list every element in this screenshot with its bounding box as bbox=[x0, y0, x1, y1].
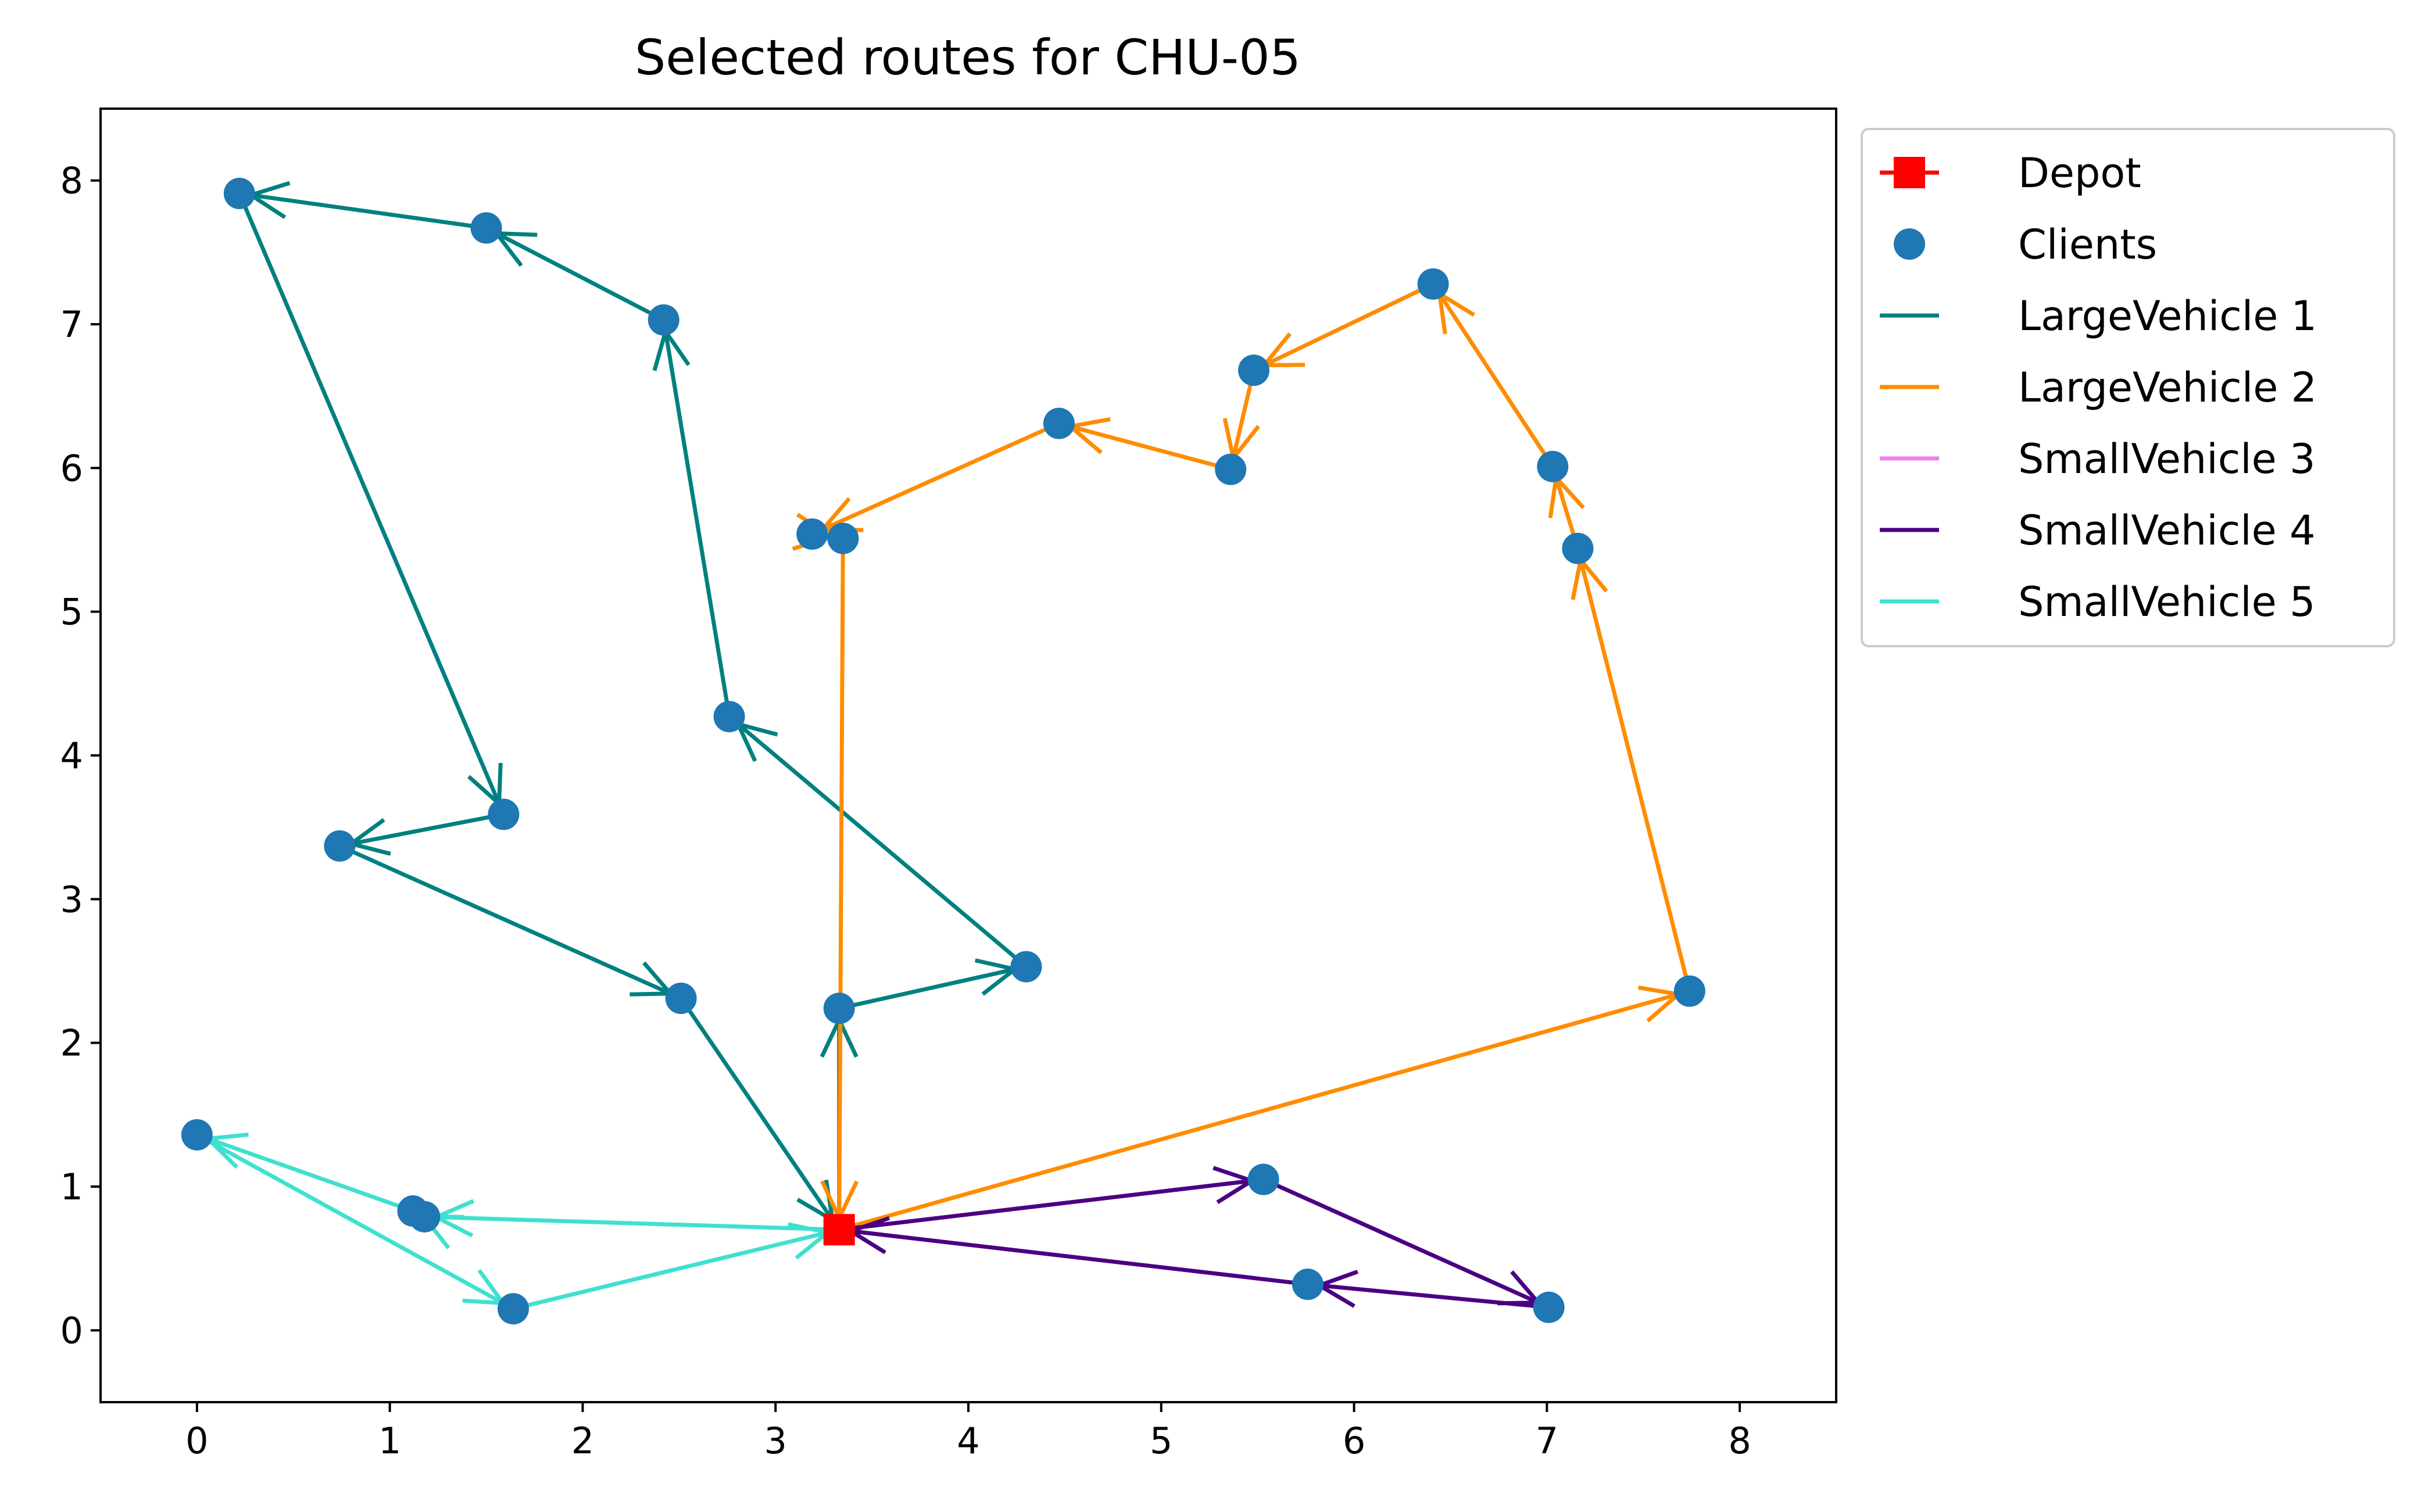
y-tick-label: 7 bbox=[60, 303, 83, 346]
route-segment bbox=[1262, 1177, 1539, 1305]
route-segment bbox=[1437, 292, 1555, 468]
route-segment bbox=[838, 967, 1015, 1011]
route-segment bbox=[237, 192, 501, 805]
route-segment bbox=[1578, 559, 1692, 992]
x-tick-label: 6 bbox=[1343, 1420, 1365, 1462]
x-tick-label: 5 bbox=[1150, 1420, 1172, 1462]
legend-label: LargeVehicle 2 bbox=[2018, 364, 2317, 411]
route-segment bbox=[196, 1133, 505, 1305]
route-segment bbox=[839, 1178, 1253, 1232]
client-point bbox=[827, 522, 859, 554]
x-tick-label: 2 bbox=[571, 1420, 594, 1462]
legend-label: SmallVehicle 3 bbox=[2018, 435, 2316, 483]
x-tick-label: 1 bbox=[378, 1420, 401, 1462]
client-point bbox=[324, 830, 356, 862]
route-segment bbox=[1263, 282, 1435, 367]
client-point bbox=[1673, 975, 1705, 1007]
route-segment bbox=[850, 1229, 1308, 1287]
client-point bbox=[1537, 450, 1569, 482]
route-segment bbox=[736, 722, 1028, 969]
route-segment bbox=[251, 193, 487, 230]
client-point bbox=[409, 1201, 441, 1232]
route-segment bbox=[663, 331, 732, 717]
legend-label: SmallVehicle 5 bbox=[2018, 578, 2316, 626]
route-segment bbox=[350, 812, 505, 846]
clients-layer bbox=[181, 177, 1705, 1325]
client-point bbox=[1238, 354, 1270, 386]
client-point bbox=[1247, 1163, 1279, 1195]
route-segment bbox=[837, 538, 845, 1219]
x-axis: 0 1 2 3 4 5 6 7 8 bbox=[185, 1402, 1751, 1462]
y-tick-label: 1 bbox=[60, 1166, 83, 1208]
y-tick-label: 8 bbox=[60, 160, 83, 202]
legend: Depot Clients LargeVehicle 1 LargeVehicle 2… bbox=[1861, 128, 2395, 647]
client-point bbox=[713, 701, 745, 733]
depot-layer bbox=[823, 1214, 855, 1246]
route-segment bbox=[679, 997, 835, 1221]
y-tick-label: 4 bbox=[60, 734, 83, 777]
route-segment bbox=[513, 1230, 829, 1311]
route-smallvehicle-5 bbox=[196, 1133, 839, 1311]
route-segment bbox=[436, 1215, 839, 1232]
client-point bbox=[665, 982, 697, 1014]
plot-area bbox=[101, 109, 1836, 1402]
legend-label: SmallVehicle 4 bbox=[2018, 507, 2316, 554]
y-tick-label: 0 bbox=[60, 1309, 83, 1352]
client-point bbox=[823, 993, 855, 1024]
x-tick-label: 0 bbox=[185, 1420, 208, 1462]
route-segment bbox=[207, 1137, 414, 1213]
y-tick-label: 3 bbox=[60, 878, 83, 920]
route-segment bbox=[495, 231, 665, 322]
client-point bbox=[1215, 453, 1247, 485]
client-point bbox=[1010, 951, 1042, 983]
legend-clients-marker bbox=[1894, 228, 1925, 260]
legend-depot-marker bbox=[1894, 157, 1925, 188]
client-point bbox=[1562, 532, 1594, 564]
client-point bbox=[1533, 1291, 1565, 1323]
client-point bbox=[488, 798, 520, 830]
x-tick-label: 8 bbox=[1728, 1420, 1751, 1462]
y-tick-label: 5 bbox=[60, 591, 83, 633]
client-point bbox=[498, 1293, 530, 1325]
legend-label: Clients bbox=[2018, 221, 2157, 268]
x-tick-label: 7 bbox=[1536, 1420, 1558, 1462]
client-point bbox=[223, 177, 255, 209]
y-tick-label: 2 bbox=[60, 1022, 83, 1065]
client-point bbox=[796, 518, 828, 550]
client-point bbox=[1043, 407, 1075, 439]
client-point bbox=[470, 212, 502, 244]
legend-box bbox=[1861, 128, 2395, 647]
legend-label: Depot bbox=[2018, 149, 2141, 197]
y-tick-label: 6 bbox=[60, 447, 83, 489]
depot-marker bbox=[823, 1214, 855, 1246]
chart-title: Selected routes for CHU-05 bbox=[635, 29, 1301, 86]
route-segment bbox=[1319, 1283, 1549, 1310]
client-point bbox=[1417, 268, 1449, 300]
legend-label: LargeVehicle 1 bbox=[2018, 292, 2317, 340]
route-segment bbox=[822, 421, 1060, 532]
client-point bbox=[648, 304, 679, 336]
y-axis: 0 1 2 3 4 5 6 7 8 bbox=[60, 160, 101, 1352]
client-point bbox=[181, 1119, 213, 1151]
legend-items: Depot Clients LargeVehicle 1 LargeVehicle 2… bbox=[1880, 149, 2317, 626]
route-segment bbox=[1070, 424, 1232, 472]
client-point bbox=[1292, 1269, 1324, 1300]
x-tick-label: 4 bbox=[957, 1420, 979, 1462]
x-tick-label: 3 bbox=[764, 1420, 786, 1462]
route-segment bbox=[838, 992, 1679, 1232]
route-segment bbox=[338, 844, 671, 996]
